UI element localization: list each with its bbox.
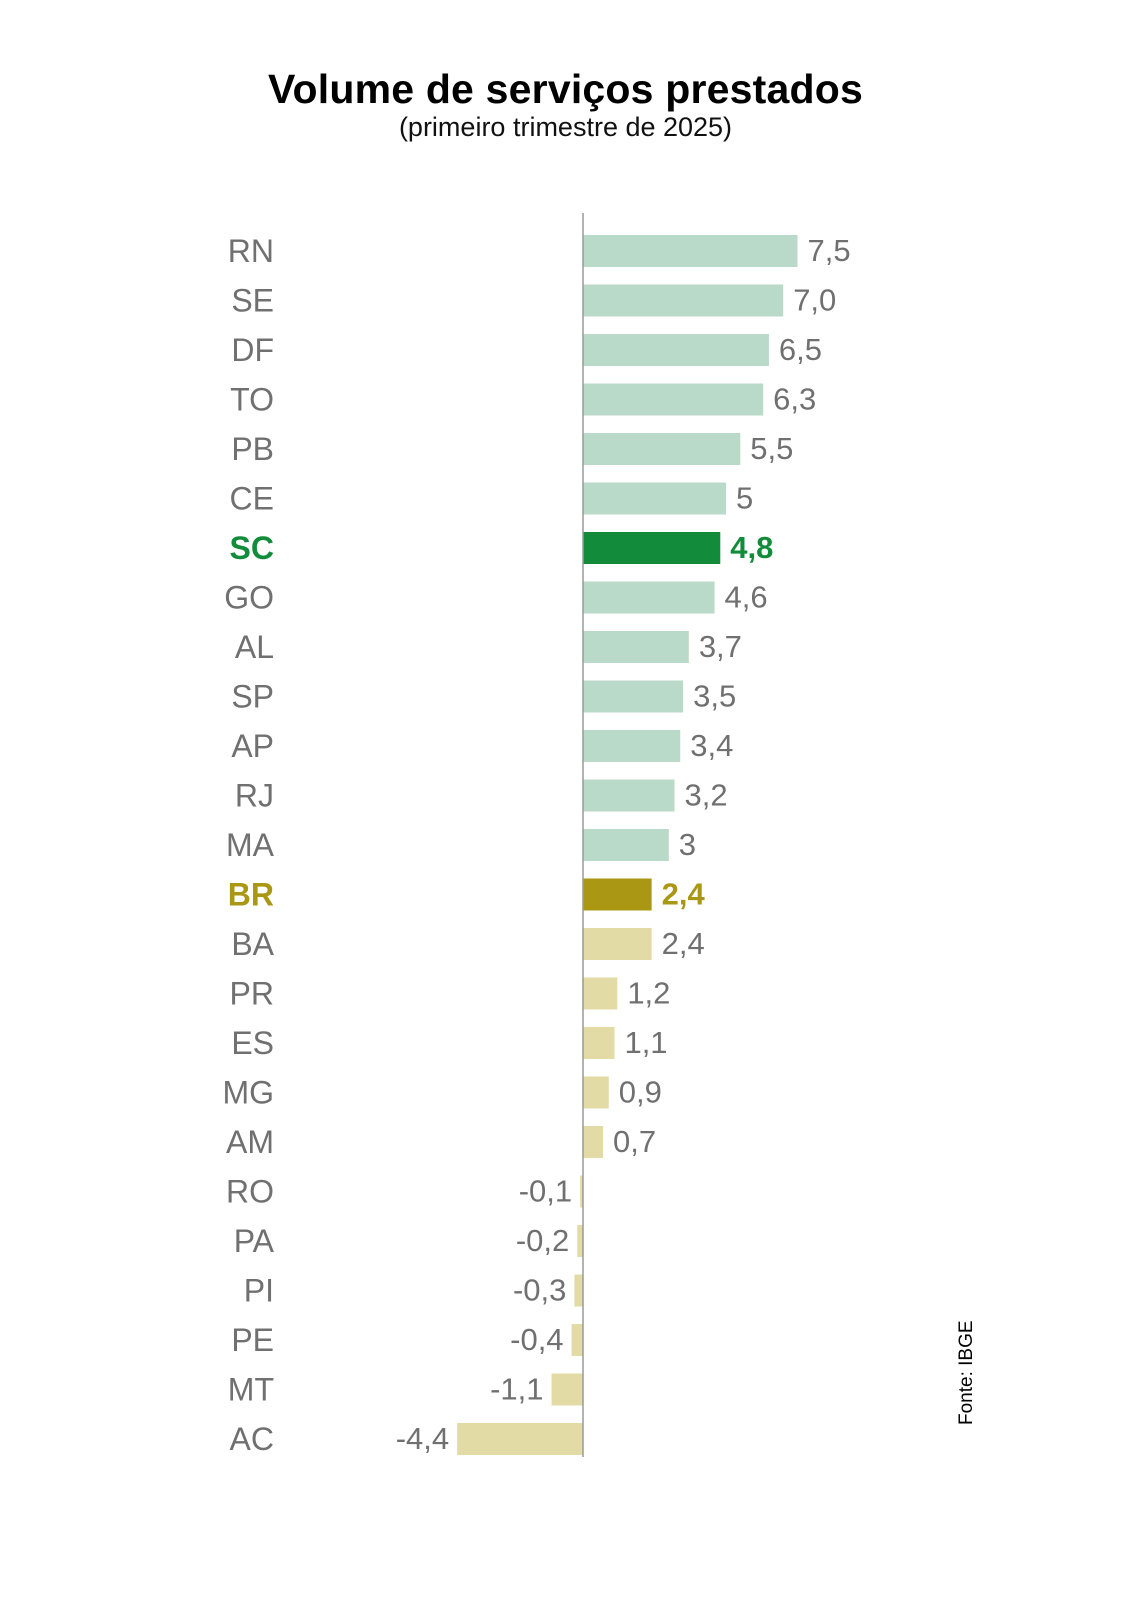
bar-mg <box>583 1076 609 1109</box>
category-label-sp: SP <box>231 679 274 715</box>
value-label-se: 7,0 <box>793 283 836 318</box>
value-label-es: 1,1 <box>624 1025 667 1060</box>
value-label-ap: 3,4 <box>690 728 733 763</box>
bar-es <box>583 1027 615 1059</box>
value-label-ma: 3 <box>679 827 696 862</box>
category-label-sc: SC <box>230 530 274 566</box>
category-label-pi: PI <box>244 1273 274 1309</box>
category-label-se: SE <box>231 283 274 319</box>
bar-df <box>583 334 769 366</box>
bar-go <box>583 581 715 614</box>
category-label-br: BR <box>228 877 274 913</box>
category-label-ba: BA <box>231 926 274 962</box>
value-label-pi: -0,3 <box>513 1273 566 1308</box>
chart-subtitle: (primeiro trimestre de 2025) <box>398 112 733 142</box>
bar-ac <box>457 1423 583 1455</box>
value-label-pr: 1,2 <box>627 976 670 1011</box>
value-label-ro: -0,1 <box>519 1174 572 1209</box>
bar-ma <box>583 829 669 861</box>
bar-al <box>583 631 689 663</box>
category-label-pr: PR <box>230 976 274 1012</box>
bar-sp <box>583 680 684 713</box>
bar-pb <box>583 433 741 465</box>
category-label-rj: RJ <box>235 778 274 814</box>
value-label-sc: 4,8 <box>730 530 773 565</box>
value-label-to: 6,3 <box>773 382 816 417</box>
value-label-sp: 3,5 <box>693 679 736 714</box>
bar-rj <box>583 779 675 812</box>
category-label-ro: RO <box>226 1174 274 1210</box>
bar-pa <box>577 1225 583 1257</box>
bar-ap <box>583 730 681 762</box>
value-label-am: 0,7 <box>613 1124 656 1159</box>
value-label-mg: 0,9 <box>619 1075 662 1110</box>
bar-ro <box>580 1175 583 1208</box>
value-label-ac: -4,4 <box>396 1421 449 1456</box>
bar-am <box>583 1126 604 1158</box>
value-label-df: 6,5 <box>779 332 822 367</box>
source-note: Fonte: IBGE <box>956 1320 977 1425</box>
category-label-ce: CE <box>230 481 274 517</box>
category-label-pb: PB <box>231 431 274 467</box>
bar-sc <box>583 532 721 564</box>
category-label-rn: RN <box>228 233 274 269</box>
value-label-br: 2,4 <box>662 877 706 912</box>
bar-ba <box>583 928 652 960</box>
category-label-am: AM <box>226 1124 274 1160</box>
bar-pi <box>574 1274 583 1307</box>
category-label-go: GO <box>224 580 274 616</box>
bar-ce <box>583 482 726 515</box>
bar-se <box>583 284 784 317</box>
bar-rn <box>583 235 798 267</box>
category-label-ac: AC <box>230 1421 274 1457</box>
bar-mt <box>551 1373 583 1406</box>
value-label-rn: 7,5 <box>808 233 851 268</box>
value-label-ba: 2,4 <box>662 926 705 961</box>
category-label-ma: MA <box>226 827 275 863</box>
category-label-es: ES <box>231 1025 274 1061</box>
value-label-go: 4,6 <box>725 580 768 615</box>
category-label-mg: MG <box>222 1075 274 1111</box>
value-label-pa: -0,2 <box>516 1223 569 1258</box>
category-label-mt: MT <box>228 1372 274 1408</box>
value-label-pb: 5,5 <box>750 431 793 466</box>
value-label-mt: -1,1 <box>490 1372 543 1407</box>
bar-to <box>583 383 764 416</box>
bar-pr <box>583 977 618 1010</box>
category-label-to: TO <box>230 382 274 418</box>
value-label-ce: 5 <box>736 481 753 516</box>
bar-pe <box>571 1324 583 1356</box>
category-label-pa: PA <box>234 1223 275 1259</box>
category-label-df: DF <box>231 332 274 368</box>
value-label-rj: 3,2 <box>685 778 728 813</box>
category-label-pe: PE <box>231 1322 274 1358</box>
category-label-al: AL <box>235 629 274 665</box>
chart-title: Volume de serviços prestados <box>267 66 863 112</box>
value-label-pe: -0,4 <box>510 1322 563 1357</box>
value-label-al: 3,7 <box>699 629 742 664</box>
bar-br <box>583 878 652 911</box>
category-label-ap: AP <box>231 728 274 764</box>
